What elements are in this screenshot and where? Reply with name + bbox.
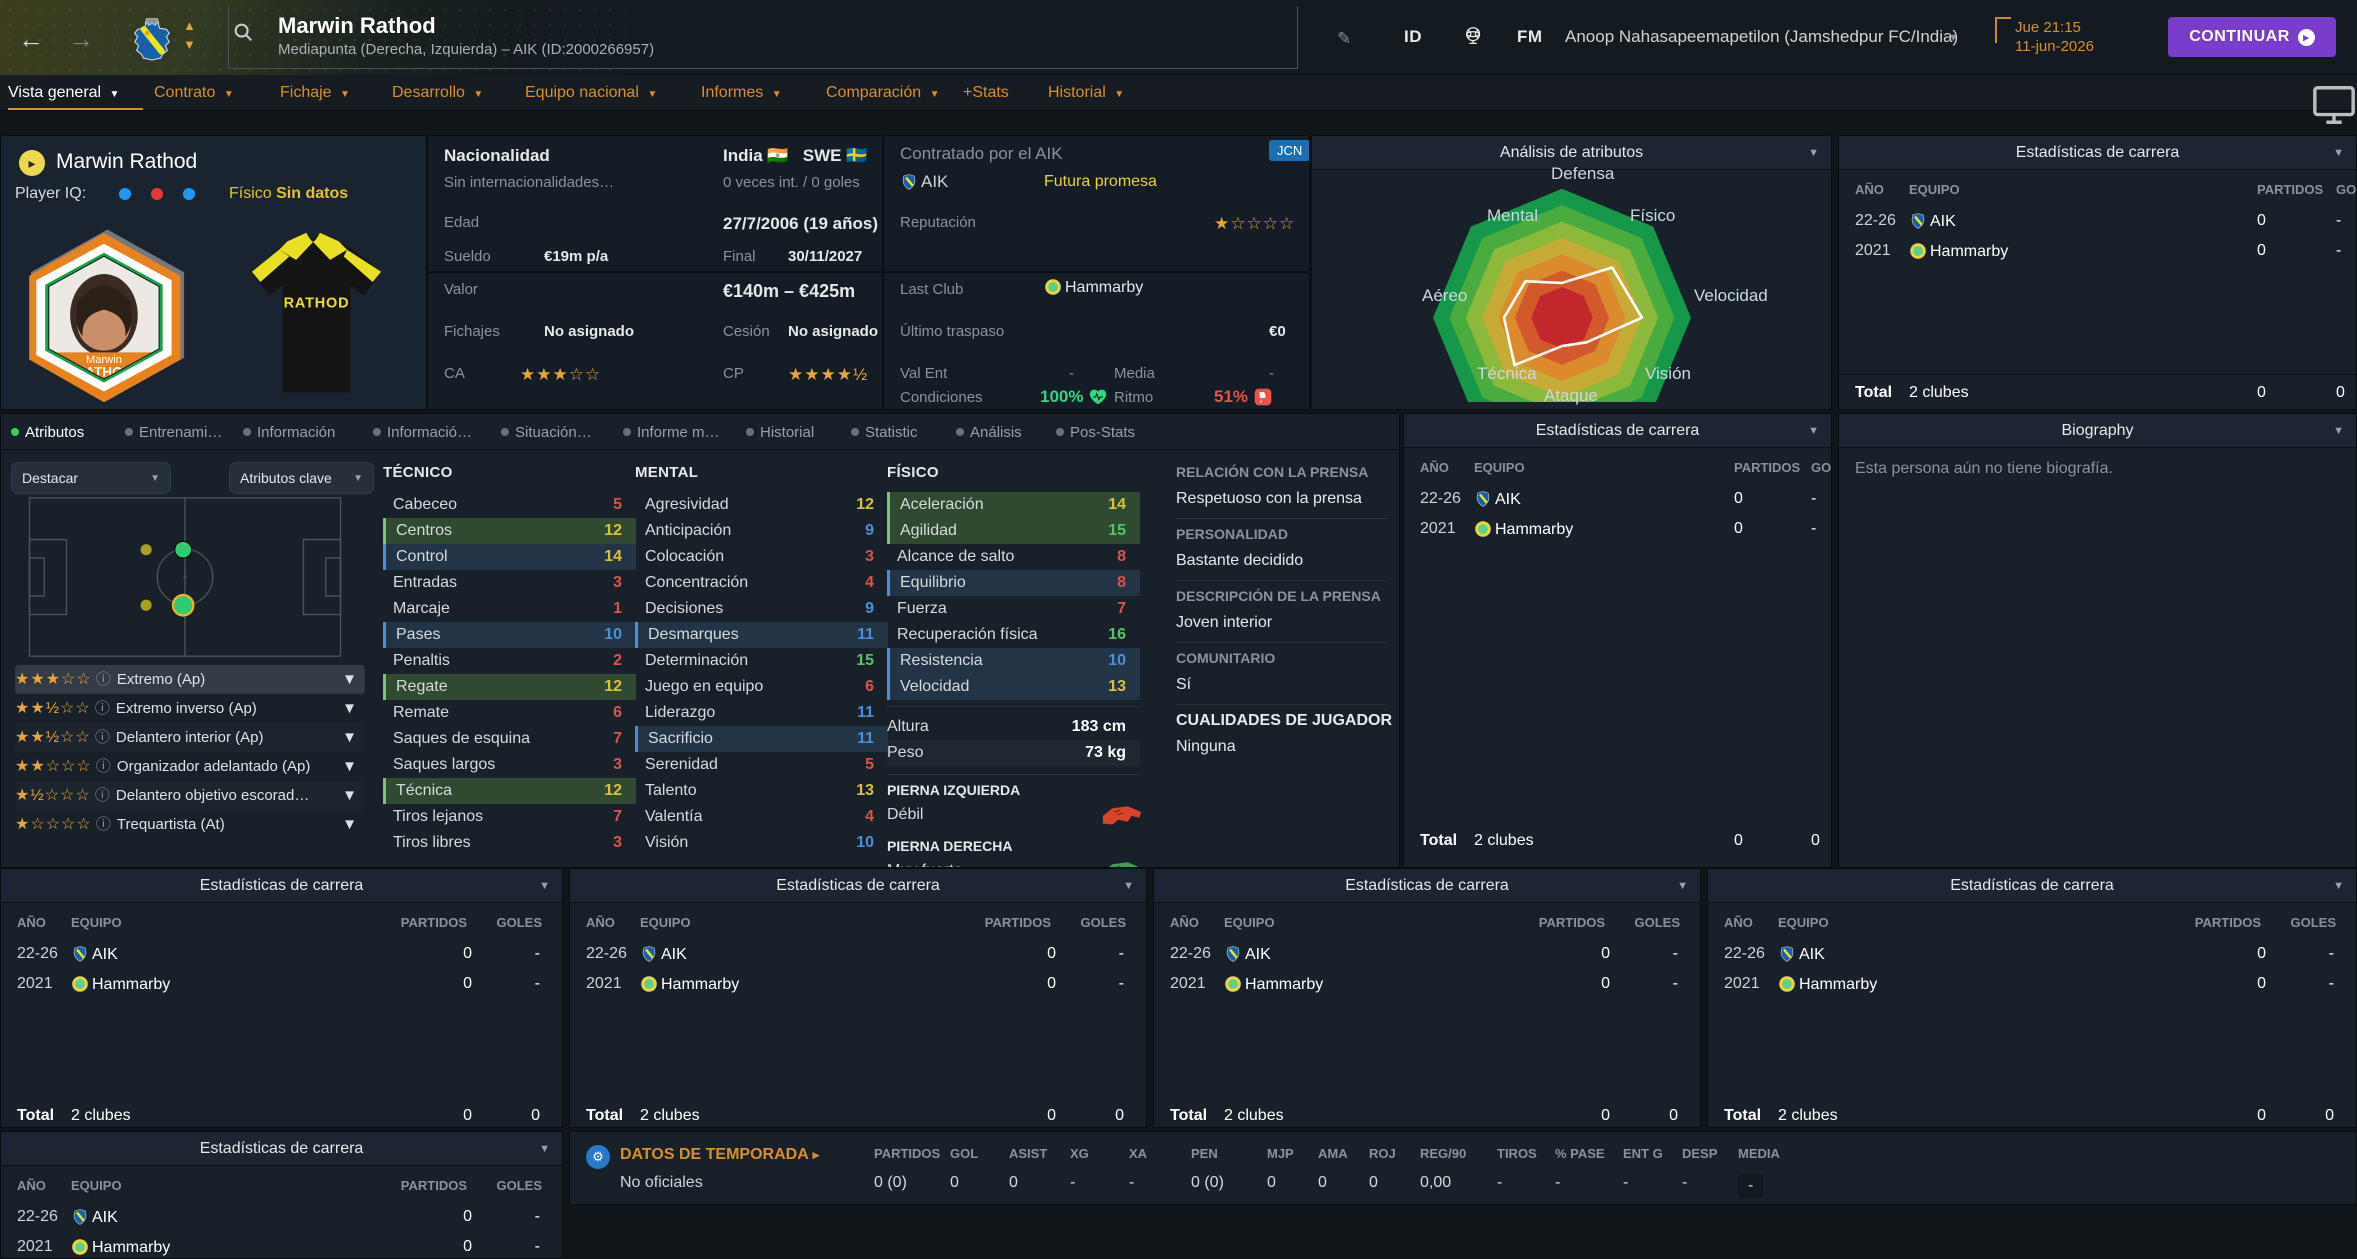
svg-text:RATHOD: RATHOD	[284, 296, 350, 312]
